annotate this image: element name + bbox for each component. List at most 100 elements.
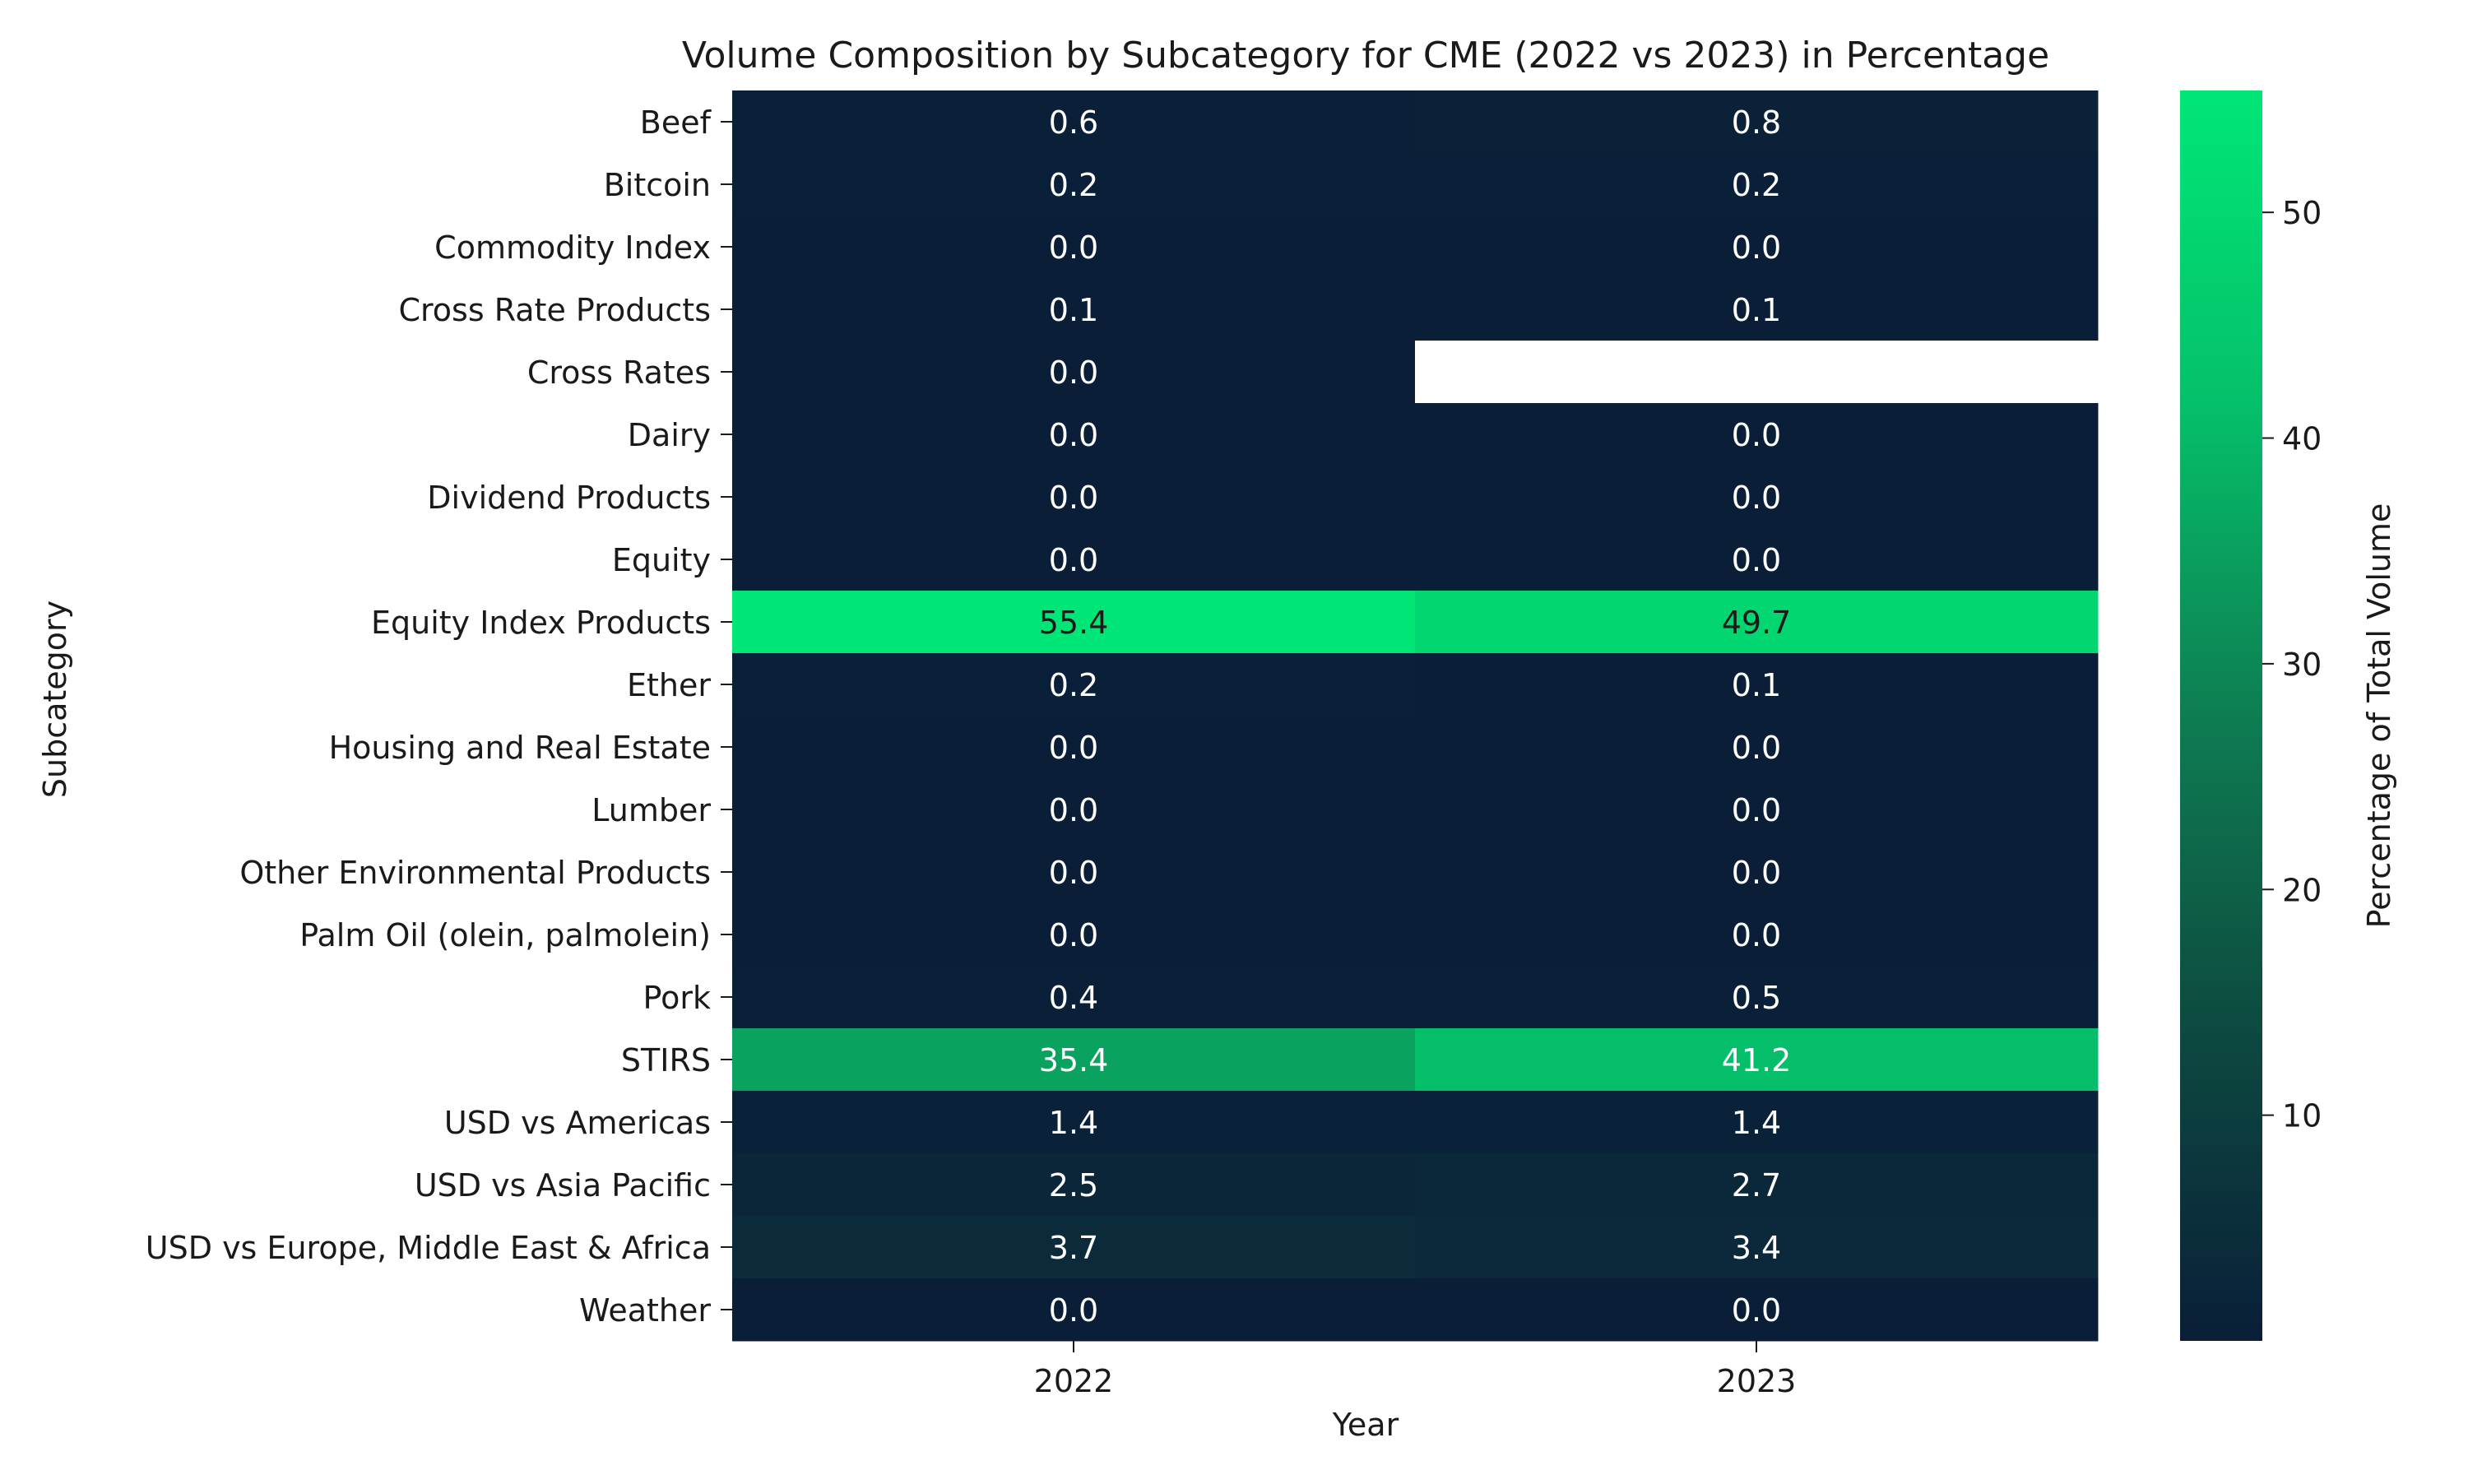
heatmap-cell <box>732 153 1416 216</box>
cell-value-label: 1.4 <box>1049 1105 1098 1141</box>
cell-value-label: 0.0 <box>1049 417 1098 453</box>
heatmap-cells <box>732 90 2099 1342</box>
cell-value-label: 0.0 <box>1732 1292 1781 1329</box>
cell-value-label: 35.4 <box>1039 1042 1109 1078</box>
heatmap-cell <box>1415 1028 2099 1092</box>
heatmap-cell <box>732 903 1416 967</box>
heatmap-cell <box>1415 528 2099 591</box>
cell-annotations: 0.6 0.8 0.2 0.2 0.0 0.0 0.1 0.1 0.0 0.0 0.0 0.0 0.0 0… <box>1039 104 1792 1329</box>
cell-value-label: 2.5 <box>1049 1167 1098 1203</box>
heatmap-cell <box>1415 403 2099 466</box>
y-tick-label: Weather <box>579 1292 711 1329</box>
heatmap-cell <box>1415 591 2099 654</box>
cell-value-label: 0.2 <box>1732 167 1781 203</box>
y-tick-label: Dairy <box>628 417 711 453</box>
y-tick-label: Cross Rates <box>527 355 711 391</box>
y-tick-label: Equity Index Products <box>371 605 711 641</box>
cell-value-label: 0.1 <box>1049 292 1098 328</box>
cell-value-label: 0.2 <box>1049 167 1098 203</box>
cell-value-label: 0.1 <box>1732 667 1781 703</box>
cell-value-label: 0.1 <box>1732 292 1781 328</box>
colorbar-tick-label: 50 <box>2282 195 2322 231</box>
heatmap-cell <box>1415 90 2099 154</box>
cell-value-label: 0.0 <box>1049 730 1098 766</box>
heatmap-cell <box>1415 653 2099 716</box>
heatmap-cell <box>732 591 1416 654</box>
heatmap-cell <box>732 278 1416 341</box>
cell-value-label: 1.4 <box>1732 1105 1781 1141</box>
heatmap-cell <box>732 403 1416 466</box>
y-tick-label: Other Environmental Products <box>239 855 711 891</box>
x-tick-label: 2022 <box>1034 1363 1114 1399</box>
heatmap-cell <box>1415 966 2099 1029</box>
heatmap-cell <box>732 341 1416 404</box>
colorbar-tick-label: 10 <box>2282 1098 2322 1134</box>
heatmap-cell <box>1415 278 2099 341</box>
cell-value-label: 0.0 <box>1049 230 1098 266</box>
y-tick-label: Housing and Real Estate <box>329 730 711 766</box>
y-tick-label: Palm Oil (olein, palmolein) <box>299 917 711 953</box>
heatmap-cell <box>1415 1153 2099 1217</box>
cell-value-label: 2.7 <box>1732 1167 1781 1203</box>
x-tick-label: 2023 <box>1717 1363 1797 1399</box>
y-axis-ticks: Beef Bitcoin Commodity Index Cross Rate Pro… <box>146 104 732 1329</box>
colorbar-tick-label: 40 <box>2282 421 2322 457</box>
heatmap-cell <box>1415 341 2099 404</box>
heatmap-cell <box>732 966 1416 1029</box>
heatmap-cell <box>1415 716 2099 779</box>
cell-value-label: 0.0 <box>1732 417 1781 453</box>
heatmap-cell <box>732 90 1416 154</box>
heatmap-cell <box>1415 466 2099 529</box>
cell-value-label: 0.0 <box>1049 917 1098 953</box>
y-tick-label: USD vs Europe, Middle East & Africa <box>146 1230 711 1266</box>
y-tick-label: Commodity Index <box>434 230 711 266</box>
y-tick-label: USD vs Americas <box>444 1105 711 1141</box>
y-tick-label: STIRS <box>621 1042 711 1078</box>
cell-value-label: 0.0 <box>1732 917 1781 953</box>
heatmap-cell <box>732 716 1416 779</box>
cell-value-label: 0.2 <box>1049 667 1098 703</box>
y-tick-label: USD vs Asia Pacific <box>415 1167 711 1203</box>
colorbar-tick-label: 30 <box>2282 647 2322 683</box>
cell-value-label: 55.4 <box>1039 605 1109 641</box>
cell-value-label: 0.5 <box>1732 980 1781 1016</box>
cell-value-label: 3.4 <box>1732 1230 1781 1266</box>
heatmap-cell <box>732 778 1416 842</box>
y-tick-label: Dividend Products <box>427 480 711 516</box>
cell-value-label: 49.7 <box>1722 605 1792 641</box>
cell-value-label: 0.0 <box>1732 792 1781 828</box>
chart-title: Volume Composition by Subcategory for CM… <box>682 35 2049 77</box>
cell-value-label: 0.0 <box>1732 230 1781 266</box>
heatmap-cell <box>732 216 1416 279</box>
heatmap-cell <box>1415 1216 2099 1279</box>
y-axis-label: Subcategory <box>37 601 73 798</box>
colorbar-tick-label: 20 <box>2282 872 2322 908</box>
cell-value-label: 0.0 <box>1049 792 1098 828</box>
heatmap-cell <box>732 528 1416 591</box>
cell-value-label: 0.0 <box>1049 355 1098 391</box>
cell-value-label: 0.0 <box>1732 542 1781 578</box>
y-tick-label: Equity <box>612 542 711 578</box>
cell-value-label: 0.0 <box>1732 855 1781 891</box>
cell-value-label: 41.2 <box>1722 1042 1792 1078</box>
heatmap-cell <box>1415 778 2099 842</box>
heatmap-cell <box>732 1216 1416 1279</box>
cell-value-label: 0.0 <box>1049 855 1098 891</box>
y-tick-label: Bitcoin <box>604 167 711 203</box>
heatmap-cell <box>1415 1091 2099 1154</box>
heatmap-cell <box>1415 153 2099 216</box>
x-axis-label: Year <box>1332 1407 1399 1443</box>
heatmap-cell <box>1415 903 2099 967</box>
heatmap-cell <box>732 1028 1416 1092</box>
heatmap-cell <box>732 841 1416 904</box>
y-tick-label: Lumber <box>591 792 711 828</box>
cell-value-label: 0.6 <box>1049 104 1098 141</box>
heatmap-cell <box>732 466 1416 529</box>
heatmap-cell <box>732 1153 1416 1217</box>
cell-value-label: 3.7 <box>1049 1230 1098 1266</box>
heatmap-cell <box>1415 216 2099 279</box>
cell-value-label: 0.0 <box>1732 730 1781 766</box>
colorbar-ticks: 10 20 30 40 50 <box>2262 195 2322 1134</box>
